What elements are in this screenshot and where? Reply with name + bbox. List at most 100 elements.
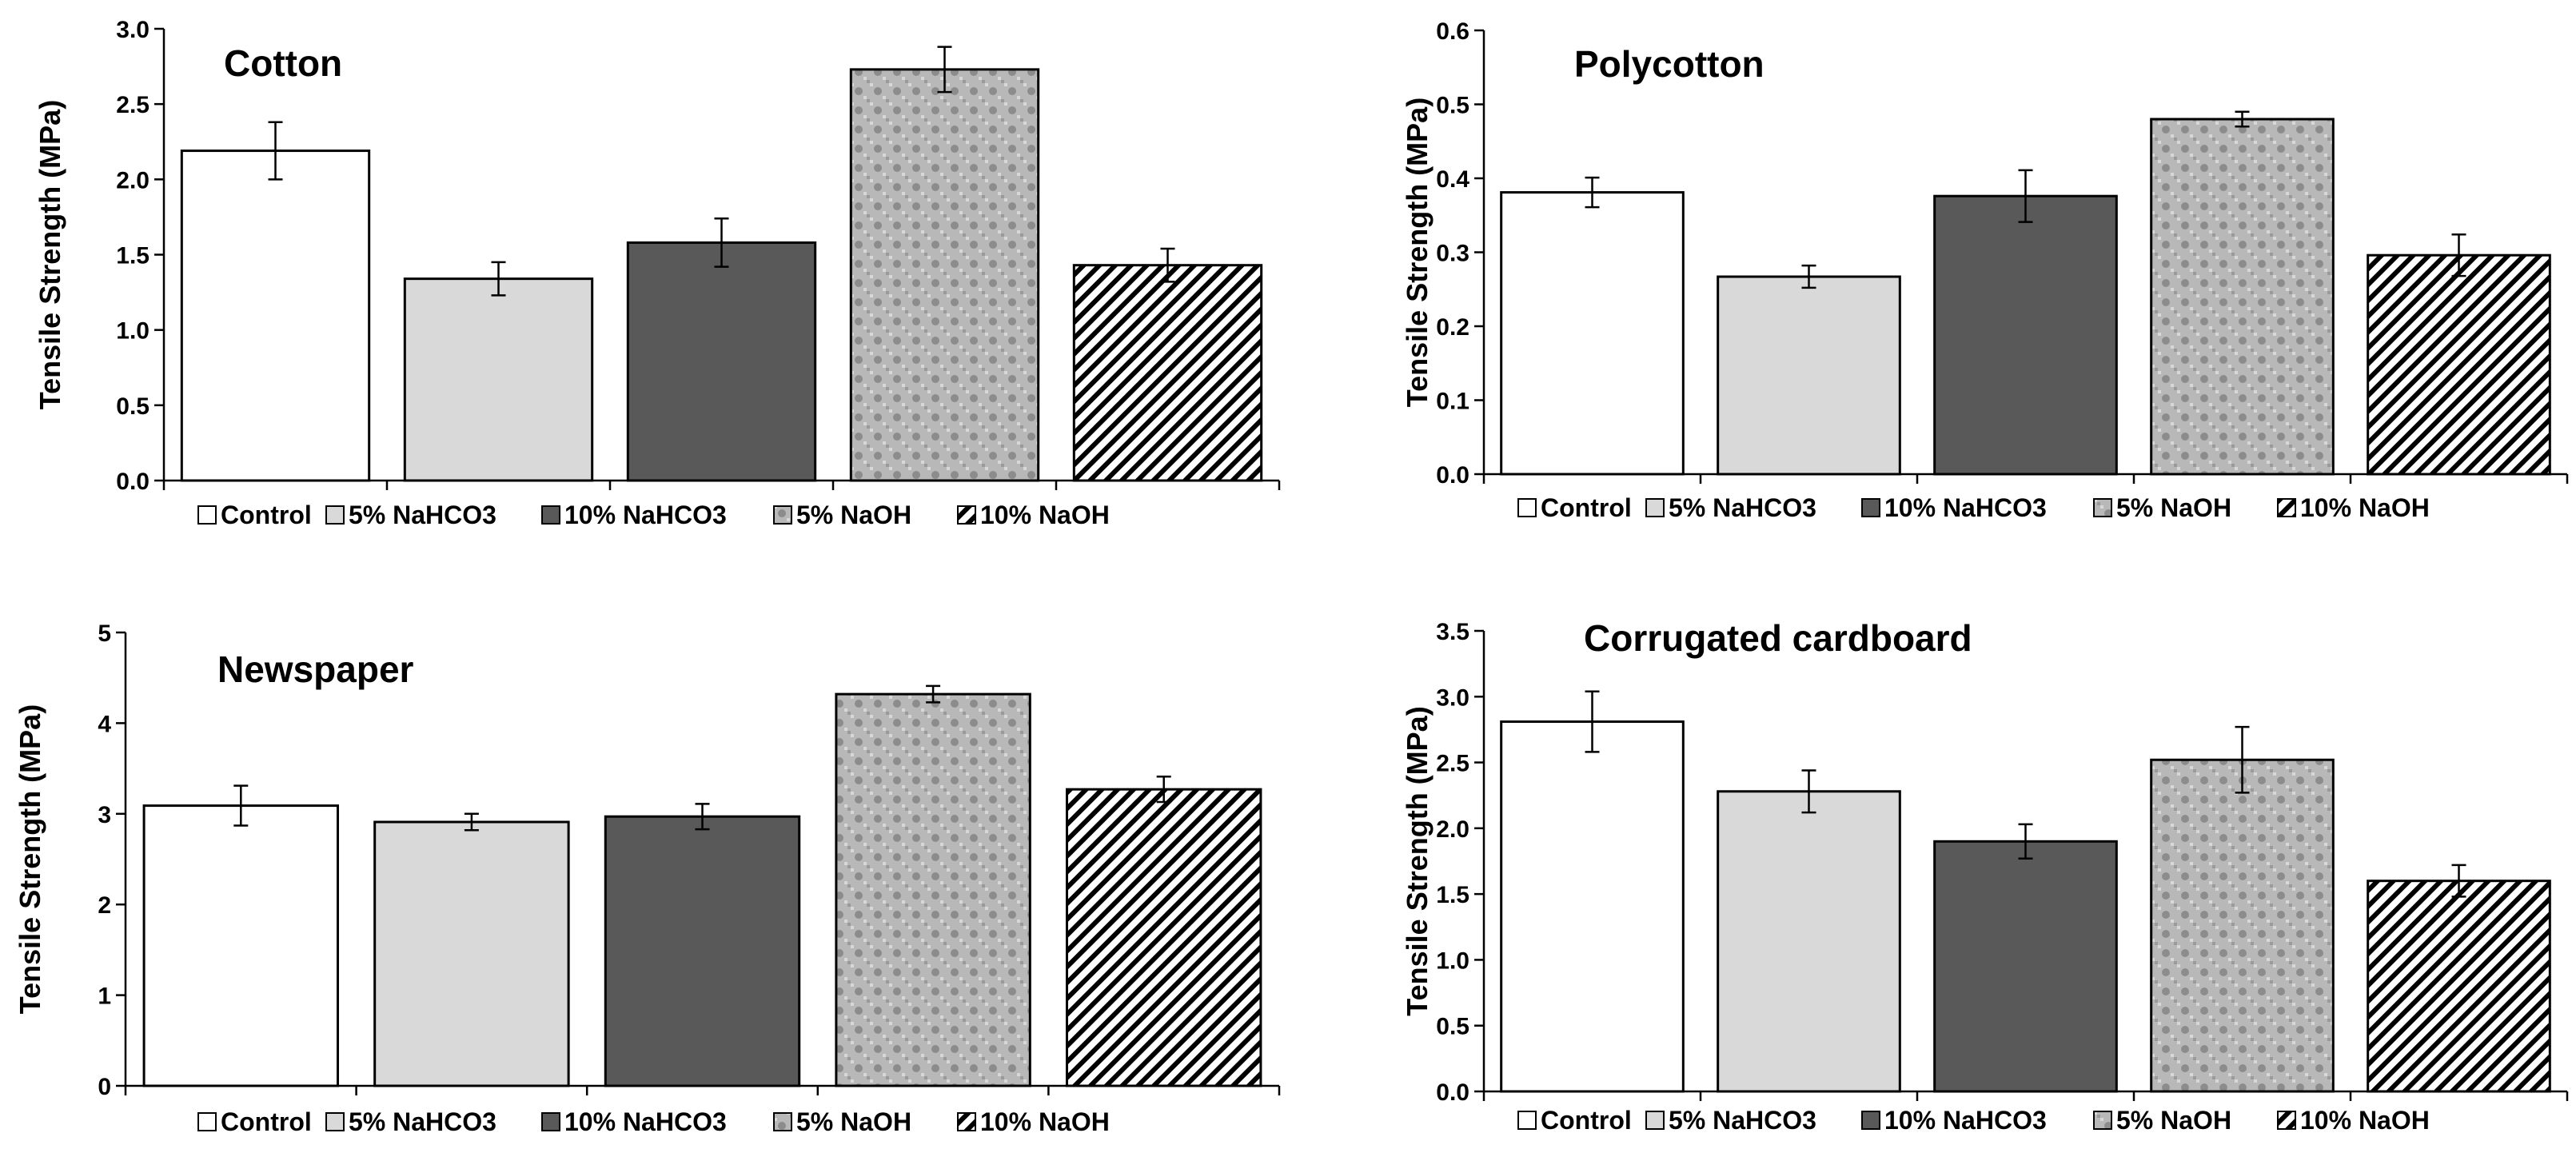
legend-swatch — [1645, 498, 1665, 517]
bar-3 — [2150, 118, 2335, 476]
legend-label: 5% NaOH — [2116, 493, 2231, 522]
bar-2 — [626, 241, 817, 482]
y-tick-label: 4 — [98, 711, 111, 737]
legend-swatch — [1861, 1111, 1880, 1130]
error-bar-4 — [2451, 233, 2466, 277]
legend-label: 10% NaHCO3 — [1884, 1106, 2047, 1135]
y-tick-label: 3.5 — [1436, 619, 1469, 645]
error-bar-3 — [926, 684, 941, 704]
y-tick-label: 0.0 — [1436, 1079, 1469, 1106]
bar-1 — [403, 277, 594, 482]
bar-2 — [1933, 194, 2118, 476]
error-bar-3 — [2235, 725, 2250, 794]
legend-item: 5% NaOH — [773, 501, 911, 529]
y-tick-label: 0.6 — [1436, 18, 1469, 45]
chart-title: Corrugated cardboard — [1584, 617, 1972, 659]
error-bar-0 — [268, 121, 283, 181]
y-axis-title: Tensile Strength (MPa) — [34, 100, 66, 409]
legend-item: Control — [197, 1107, 312, 1136]
bar-4 — [2367, 253, 2551, 476]
legend-swatch — [541, 505, 560, 525]
chart-corrugated-cardboard: 0.0 0.5 1.0 1.5 2.0 2.5 3.0 3.5 Corrugated cardb… — [1401, 617, 2569, 1135]
legend-label: Control — [1541, 493, 1632, 522]
legend-label: 5% NaOH — [796, 501, 911, 529]
legend-label: 10% NaHCO3 — [1884, 493, 2047, 522]
bar-3 — [849, 68, 1040, 482]
error-bar-4 — [1156, 776, 1171, 804]
bar-0 — [142, 804, 340, 1087]
y-tick-label: 5 — [98, 620, 111, 647]
legend-swatch — [197, 505, 217, 525]
bar-4 — [1072, 264, 1263, 482]
y-tick-label: 2.5 — [116, 92, 150, 118]
legend-item: 10% NaOH — [957, 501, 1110, 529]
y-tick-label: 0.5 — [116, 393, 150, 420]
error-bar-3 — [2235, 110, 2250, 128]
error-bar-1 — [1801, 264, 1816, 289]
legend-label: 5% NaHCO3 — [349, 501, 496, 529]
bar-0 — [1500, 191, 1685, 476]
legend-swatch — [957, 505, 976, 525]
legend-label: Control — [1541, 1106, 1632, 1135]
legend-swatch — [325, 505, 345, 525]
y-tick-label: 0.0 — [116, 469, 150, 495]
legend-item: 10% NaOH — [2277, 493, 2430, 522]
legend-swatch — [957, 1112, 976, 1131]
legend-item: 10% NaHCO3 — [541, 1107, 727, 1136]
error-bar-2 — [695, 803, 710, 831]
legend-swatch — [197, 1112, 217, 1131]
y-tick-label: 2.0 — [1436, 816, 1469, 843]
legend-item: 5% NaOH — [773, 1107, 911, 1136]
legend-swatch — [2277, 498, 2296, 517]
y-tick-label: 3.0 — [116, 17, 150, 43]
chart-newspaper: 0 1 2 3 4 5 Newspaper Tensile Strength (MPa) Con… — [14, 620, 1281, 1136]
error-bar-2 — [714, 217, 729, 268]
legend-label: 10% NaHCO3 — [564, 1107, 727, 1136]
legend-item: Control — [1517, 1106, 1632, 1135]
legend-item: Control — [1517, 493, 1632, 522]
y-tick-label: 0.5 — [1436, 93, 1469, 119]
bar-1 — [1717, 275, 1901, 476]
legend-label: 5% NaHCO3 — [1669, 1106, 1816, 1135]
y-tick-label: 0.0 — [1436, 462, 1469, 489]
bar-2 — [604, 815, 801, 1087]
legend-swatch — [773, 505, 792, 525]
legend-label: 10% NaOH — [2300, 1106, 2430, 1135]
y-axis-title: Tensile Strength (MPa) — [1401, 706, 1434, 1015]
error-bar-2 — [2018, 169, 2033, 223]
legend-label: Control — [221, 501, 312, 529]
chart-polycotton: 0.0 0.1 0.2 0.3 0.4 0.5 0.6 Polycotton Tensile S… — [1401, 18, 2569, 522]
y-tick-label: 0.3 — [1436, 241, 1469, 267]
legend-label: Control — [221, 1107, 312, 1136]
error-bar-4 — [2451, 864, 2466, 898]
legend-label: 5% NaOH — [2116, 1106, 2231, 1135]
y-tick-label: 3 — [98, 802, 111, 828]
legend-swatch — [325, 1112, 345, 1131]
chart-title: Newspaper — [217, 648, 414, 690]
chart-cotton: 0.0 0.5 1.0 1.5 2.0 2.5 3.0 Cotton Tensile Stren… — [34, 17, 1281, 529]
bar-1 — [1717, 790, 1901, 1093]
y-tick-label: 1.0 — [1436, 948, 1469, 974]
bar-3 — [2150, 758, 2335, 1093]
y-tick-label: 3.0 — [1436, 684, 1469, 711]
legend-item: Control — [197, 501, 312, 529]
y-tick-label: 0.4 — [1436, 166, 1469, 193]
legend-label: 5% NaHCO3 — [349, 1107, 496, 1136]
legend-item: 5% NaHCO3 — [1645, 493, 1816, 522]
error-bar-4 — [1160, 247, 1175, 283]
error-bar-0 — [1585, 176, 1600, 209]
legend-swatch — [1645, 1111, 1665, 1130]
legend-label: 10% NaOH — [980, 1107, 1110, 1136]
bar-2 — [1933, 840, 2118, 1093]
bar-3 — [835, 692, 1031, 1087]
legend-swatch — [1517, 498, 1537, 517]
y-tick-label: 0.1 — [1436, 389, 1469, 415]
legend-label: 10% NaOH — [980, 501, 1110, 529]
error-bar-1 — [464, 812, 479, 832]
y-tick-label: 1.5 — [116, 243, 150, 269]
y-tick-label: 2 — [98, 892, 111, 919]
error-bar-3 — [937, 46, 952, 94]
bar-1 — [373, 820, 570, 1087]
error-bar-1 — [1801, 769, 1816, 814]
